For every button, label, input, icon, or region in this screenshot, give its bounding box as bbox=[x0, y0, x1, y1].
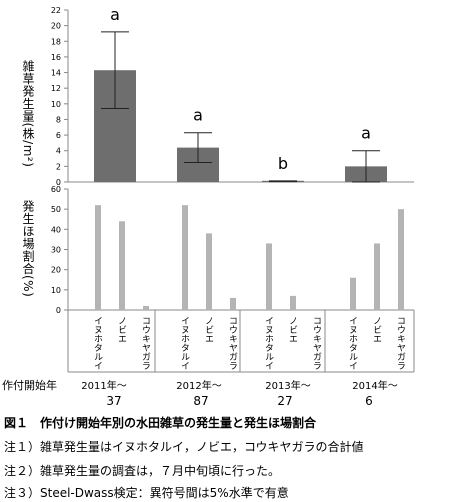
significance-letter: a bbox=[361, 124, 371, 143]
species-label: イヌホタルイ bbox=[179, 316, 189, 370]
count-2012: 87 bbox=[193, 394, 209, 408]
note-2: 注２）雑草発生量の調査は，７月中旬頃に行った。 bbox=[4, 464, 281, 478]
rate-bar bbox=[374, 243, 380, 310]
bottom-y-axis-label: 発生ほ場割合(%) bbox=[21, 200, 35, 298]
species-label: コウキヤガラ bbox=[311, 316, 321, 370]
table-row-label: 作付開始年 bbox=[2, 379, 57, 392]
species-label: ノビエ bbox=[203, 316, 213, 343]
species-label: イヌホタルイ bbox=[347, 316, 357, 370]
count-2011: 37 bbox=[106, 394, 122, 408]
top-y-tick-label: 14 bbox=[51, 69, 61, 78]
species-label: コウキヤガラ bbox=[140, 316, 150, 370]
top-y-tick-label: 0 bbox=[56, 178, 61, 187]
bottom-y-tick-label: 40 bbox=[51, 225, 61, 234]
species-label: ノビエ bbox=[371, 316, 381, 343]
species-label: イヌホタルイ bbox=[92, 316, 102, 370]
significance-letter: a bbox=[110, 5, 120, 24]
top-y-axis-label: 雑草発生量(株/m²) bbox=[21, 60, 35, 168]
year-2012: 2012年～ bbox=[176, 381, 222, 392]
bottom-y-tick-label: 30 bbox=[51, 246, 61, 255]
bottom-y-tick-label: 50 bbox=[51, 205, 61, 214]
occurrence-rate-chart: 0 10 20 30 40 50 60 bbox=[51, 185, 414, 315]
year-2013: 2013年～ bbox=[265, 381, 311, 392]
significance-letter: b bbox=[278, 154, 288, 173]
top-y-tick-label: 2 bbox=[56, 162, 61, 171]
bottom-y-tick-label: 60 bbox=[51, 185, 61, 194]
count-2014: 6 bbox=[365, 394, 373, 408]
bottom-y-tick-label: 10 bbox=[51, 286, 61, 295]
rate-bar bbox=[350, 277, 356, 310]
weed-density-chart: 0 2 4 6 8 10 12 14 16 18 20 22 a a b a bbox=[51, 5, 414, 187]
rate-bar bbox=[182, 205, 188, 310]
top-y-tick-label: 12 bbox=[51, 84, 61, 93]
rate-bar bbox=[398, 209, 404, 310]
top-y-tick-label: 16 bbox=[51, 53, 61, 62]
count-2013: 27 bbox=[277, 394, 293, 408]
species-label: ノビエ bbox=[287, 316, 297, 343]
rate-bar bbox=[95, 205, 101, 310]
top-y-tick-label: 6 bbox=[56, 131, 61, 140]
significance-letter: a bbox=[193, 106, 203, 125]
top-y-tick-label: 4 bbox=[56, 147, 61, 156]
species-label: コウキヤガラ bbox=[395, 316, 405, 370]
category-frame bbox=[67, 310, 415, 373]
rate-bar bbox=[206, 233, 212, 310]
note-3: 注３）Steel-Dwass検定：異符号間は5%水準で有意 bbox=[4, 486, 289, 500]
figure-title: 図１ 作付け開始年別の水田雑草の発生量と発生ほ場割合 bbox=[4, 416, 317, 430]
top-y-tick-label: 22 bbox=[51, 6, 61, 15]
top-y-tick-label: 10 bbox=[51, 100, 61, 109]
top-y-tick-label: 8 bbox=[56, 115, 61, 124]
top-y-tick-label: 18 bbox=[51, 37, 61, 46]
species-label: ノビエ bbox=[116, 316, 126, 343]
top-y-tick-label: 20 bbox=[51, 22, 61, 31]
rate-bar bbox=[230, 297, 236, 310]
bottom-y-tick-label: 20 bbox=[51, 266, 61, 275]
note-1: 注１）雑草発生量はイヌホタルイ，ノビエ，コウキヤガラの合計値 bbox=[4, 440, 364, 454]
rate-bar bbox=[290, 295, 296, 310]
species-label: イヌホタルイ bbox=[263, 316, 273, 370]
bottom-y-tick-label: 0 bbox=[56, 306, 61, 315]
rate-bar bbox=[119, 221, 125, 310]
species-label: コウキヤガラ bbox=[227, 316, 237, 370]
year-2014: 2014年～ bbox=[352, 381, 398, 392]
rate-bar bbox=[143, 305, 149, 310]
year-2011: 2011年～ bbox=[81, 381, 127, 392]
rate-bar bbox=[266, 243, 272, 310]
